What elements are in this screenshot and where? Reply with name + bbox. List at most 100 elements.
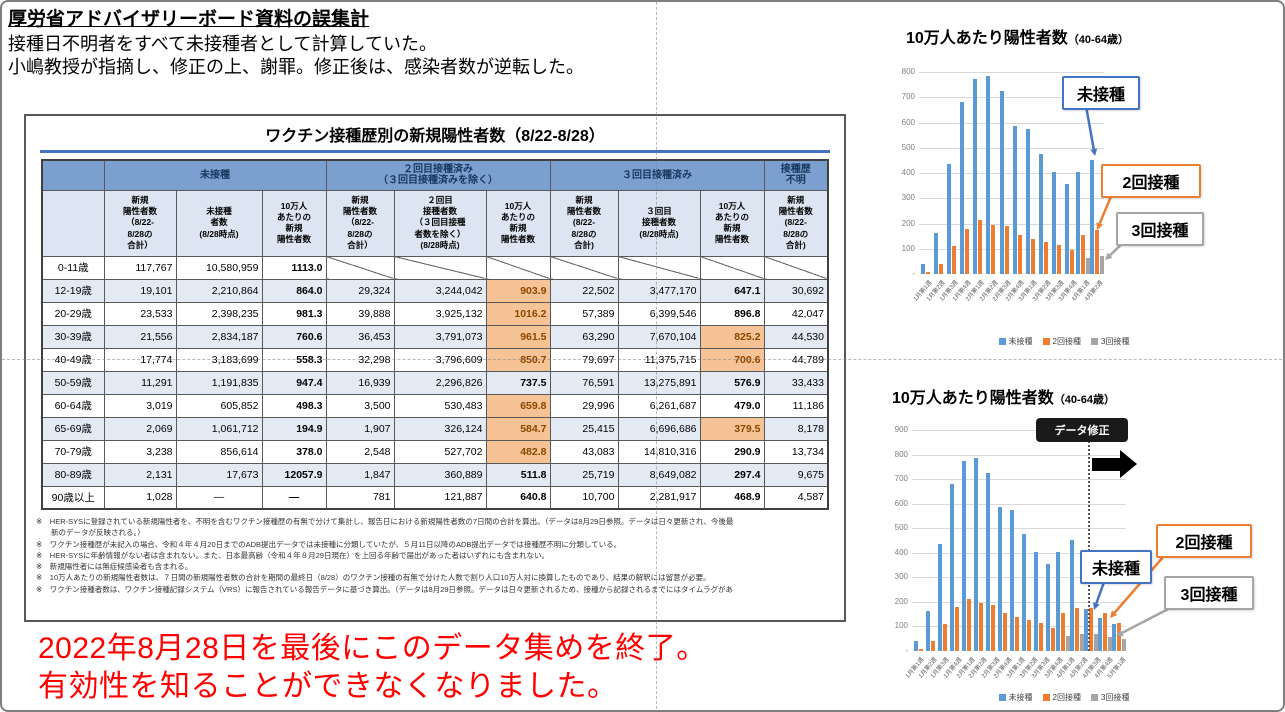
bar-未接種 bbox=[949, 483, 954, 651]
bar-未接種 bbox=[1051, 171, 1056, 274]
value-cell: 13,275,891 bbox=[617, 370, 701, 395]
value-cell: 1,061,712 bbox=[175, 416, 263, 441]
two-dose-callout: 2回接種 bbox=[1101, 164, 1201, 198]
table-row: 90歳以上 1,028— —781 121,887 640.8 10,700 2,281,9… bbox=[41, 485, 829, 510]
bar-2回接種 bbox=[1030, 238, 1035, 274]
value-cell: 7,670,104 bbox=[617, 324, 701, 349]
column-header: 未接種 者数 (8/28時点) bbox=[175, 189, 263, 257]
corner-header bbox=[41, 159, 105, 191]
bar-未接種 bbox=[1064, 184, 1069, 274]
bottom-message-line-2: 有効性を知ることができなくなりました。 bbox=[38, 669, 618, 703]
legend-swatch bbox=[1042, 338, 1050, 345]
x-axis-labels: 1月第1週 1月第2週 1月第3週 1月第4週 2月第1週 2月第2週 2月第3週 2月第4週… bbox=[905, 653, 1127, 689]
bar-group bbox=[1024, 72, 1037, 274]
bar-group bbox=[1089, 72, 1104, 274]
legend-item: 未接種 bbox=[998, 692, 1033, 703]
gridline bbox=[912, 626, 1126, 628]
bar-未接種 bbox=[1021, 534, 1026, 651]
group-header: ２回目接種済み （３回目接種済みを除く） bbox=[325, 159, 551, 191]
no-data-cell bbox=[393, 255, 487, 280]
bar-未接種 bbox=[1025, 129, 1030, 274]
value-cell: 36,453 bbox=[325, 324, 395, 349]
header-line-2: 小嶋教授が指摘し、修正の上、謝罪。修正後は、感染者数が逆転した。 bbox=[8, 57, 584, 78]
gridline bbox=[912, 601, 1126, 603]
bar-2回接種 bbox=[1004, 226, 1009, 274]
bar-group bbox=[972, 430, 984, 651]
table-row: 65-69歳 2,069 1,061,712 194.9 1,907 326,124 584… bbox=[41, 416, 829, 441]
bar-未接種 bbox=[960, 101, 965, 274]
gridline bbox=[912, 528, 1126, 530]
value-cell: 121,887 bbox=[393, 485, 487, 510]
bar-2回接種 bbox=[1038, 623, 1043, 651]
vertical-guide-line bbox=[656, 2, 657, 710]
bar-2回接種 bbox=[1061, 612, 1065, 651]
bar-2回接種 bbox=[1075, 608, 1079, 651]
column-header bbox=[41, 189, 105, 257]
gridline bbox=[912, 552, 1126, 554]
legend-swatch bbox=[998, 694, 1006, 701]
column-header: ３回目 接種者数 (8/28時点) bbox=[617, 189, 701, 257]
bar-未接種 bbox=[1084, 609, 1088, 651]
bar-未接種 bbox=[925, 610, 930, 651]
legend-label: 未接種 bbox=[1008, 693, 1033, 702]
y-axis-label: 600 bbox=[894, 498, 908, 508]
value-cell: 482.8 bbox=[485, 439, 551, 464]
chart-before-correction: 10万人あたり陽性者数（40-64歳） - 100 200 300 400 500 600 70… bbox=[864, 14, 1264, 366]
legend-label: 3回接種 bbox=[1101, 693, 1130, 702]
bar-2回接種 bbox=[1094, 230, 1099, 274]
y-axis-label: 800 bbox=[901, 67, 915, 76]
footnote-line: ※ ワクチン接種者数は、ワクチン接種記録システム（VRS）に報告されている報告デ… bbox=[36, 584, 733, 594]
value-cell: 947.4 bbox=[261, 370, 327, 395]
value-cell: 981.3 bbox=[261, 301, 327, 326]
value-cell: 10,580,959 bbox=[175, 255, 263, 280]
table-row: 60-64歳 3,019 605,852 498.3 3,500 530,483 659.8… bbox=[41, 393, 829, 418]
bar-group bbox=[971, 72, 984, 274]
two-dose-callout: 2回接種 bbox=[1156, 524, 1252, 558]
value-cell: 8,178 bbox=[763, 416, 829, 441]
value-cell: 378.0 bbox=[261, 439, 327, 464]
arrow-head bbox=[1120, 450, 1137, 478]
table-row: 70-79歳 3,238 856,614 378.0 2,548 527,702 482.8… bbox=[41, 439, 829, 464]
value-cell: 379.5 bbox=[699, 416, 765, 441]
legend: 未接種 2回接種 3回接種 bbox=[864, 692, 1264, 703]
value-cell: 12057.9 bbox=[261, 462, 327, 487]
legend-item: 3回接種 bbox=[1091, 692, 1129, 703]
bar-2回接種 bbox=[1002, 613, 1007, 651]
x-axis-labels: 1月第1週 1月第2週 1月第3週 1月第4週 2月第1週 2月第2週 2月第3週 2月第4週… bbox=[913, 276, 1105, 312]
bar-2回接種 bbox=[939, 263, 944, 274]
black-right-arrow bbox=[1092, 450, 1137, 478]
bar-未接種 bbox=[913, 641, 918, 651]
value-cell: 530,483 bbox=[393, 393, 487, 418]
table-row: 80-89歳 2,131 17,673 12057.9 1,847 360,889 511.… bbox=[41, 462, 829, 487]
age-cell: 0-11歳 bbox=[41, 255, 105, 280]
bar-group bbox=[1112, 430, 1126, 651]
header-block: 厚労省アドバイザリーボード資料の誤集計 接種日不明者をすべて未接種者として計算し… bbox=[8, 8, 584, 79]
y-axis-label: 200 bbox=[901, 218, 915, 228]
value-cell: 16,939 bbox=[325, 370, 395, 395]
gridline bbox=[919, 72, 1104, 73]
bar-2回接種 bbox=[978, 603, 983, 651]
bar-未接種 bbox=[1056, 551, 1060, 651]
footnote-line: ※ 10万人あたりの新規陽性者数は、７日間の新規陽性者数の合計を期間の最終日（8… bbox=[36, 573, 711, 583]
bar-未接種 bbox=[1098, 618, 1102, 651]
plot-area bbox=[912, 430, 1126, 651]
value-cell: 498.3 bbox=[261, 393, 327, 418]
bar-3回接種 bbox=[1085, 258, 1090, 274]
legend: 未接種 2回接種 3回接種 bbox=[864, 336, 1264, 347]
value-cell: 43,083 bbox=[549, 439, 619, 464]
bar-未接種 bbox=[1112, 624, 1116, 651]
bar-group bbox=[1020, 430, 1032, 651]
gridline bbox=[919, 248, 1104, 250]
y-axis-label: 300 bbox=[901, 193, 915, 203]
bar-group bbox=[919, 72, 932, 274]
value-cell: 3,238 bbox=[103, 439, 177, 464]
y-axis-label: 700 bbox=[894, 474, 908, 484]
bar-未接種 bbox=[1012, 125, 1017, 274]
bar-未接種 bbox=[1045, 563, 1050, 651]
gridline bbox=[912, 430, 1126, 431]
value-cell: 1016.2 bbox=[485, 301, 551, 326]
column-header: 10万人 あたりの 新規 陽性者数 bbox=[699, 189, 765, 257]
bar-group bbox=[912, 430, 924, 651]
bar-3回接種 bbox=[1122, 638, 1126, 651]
